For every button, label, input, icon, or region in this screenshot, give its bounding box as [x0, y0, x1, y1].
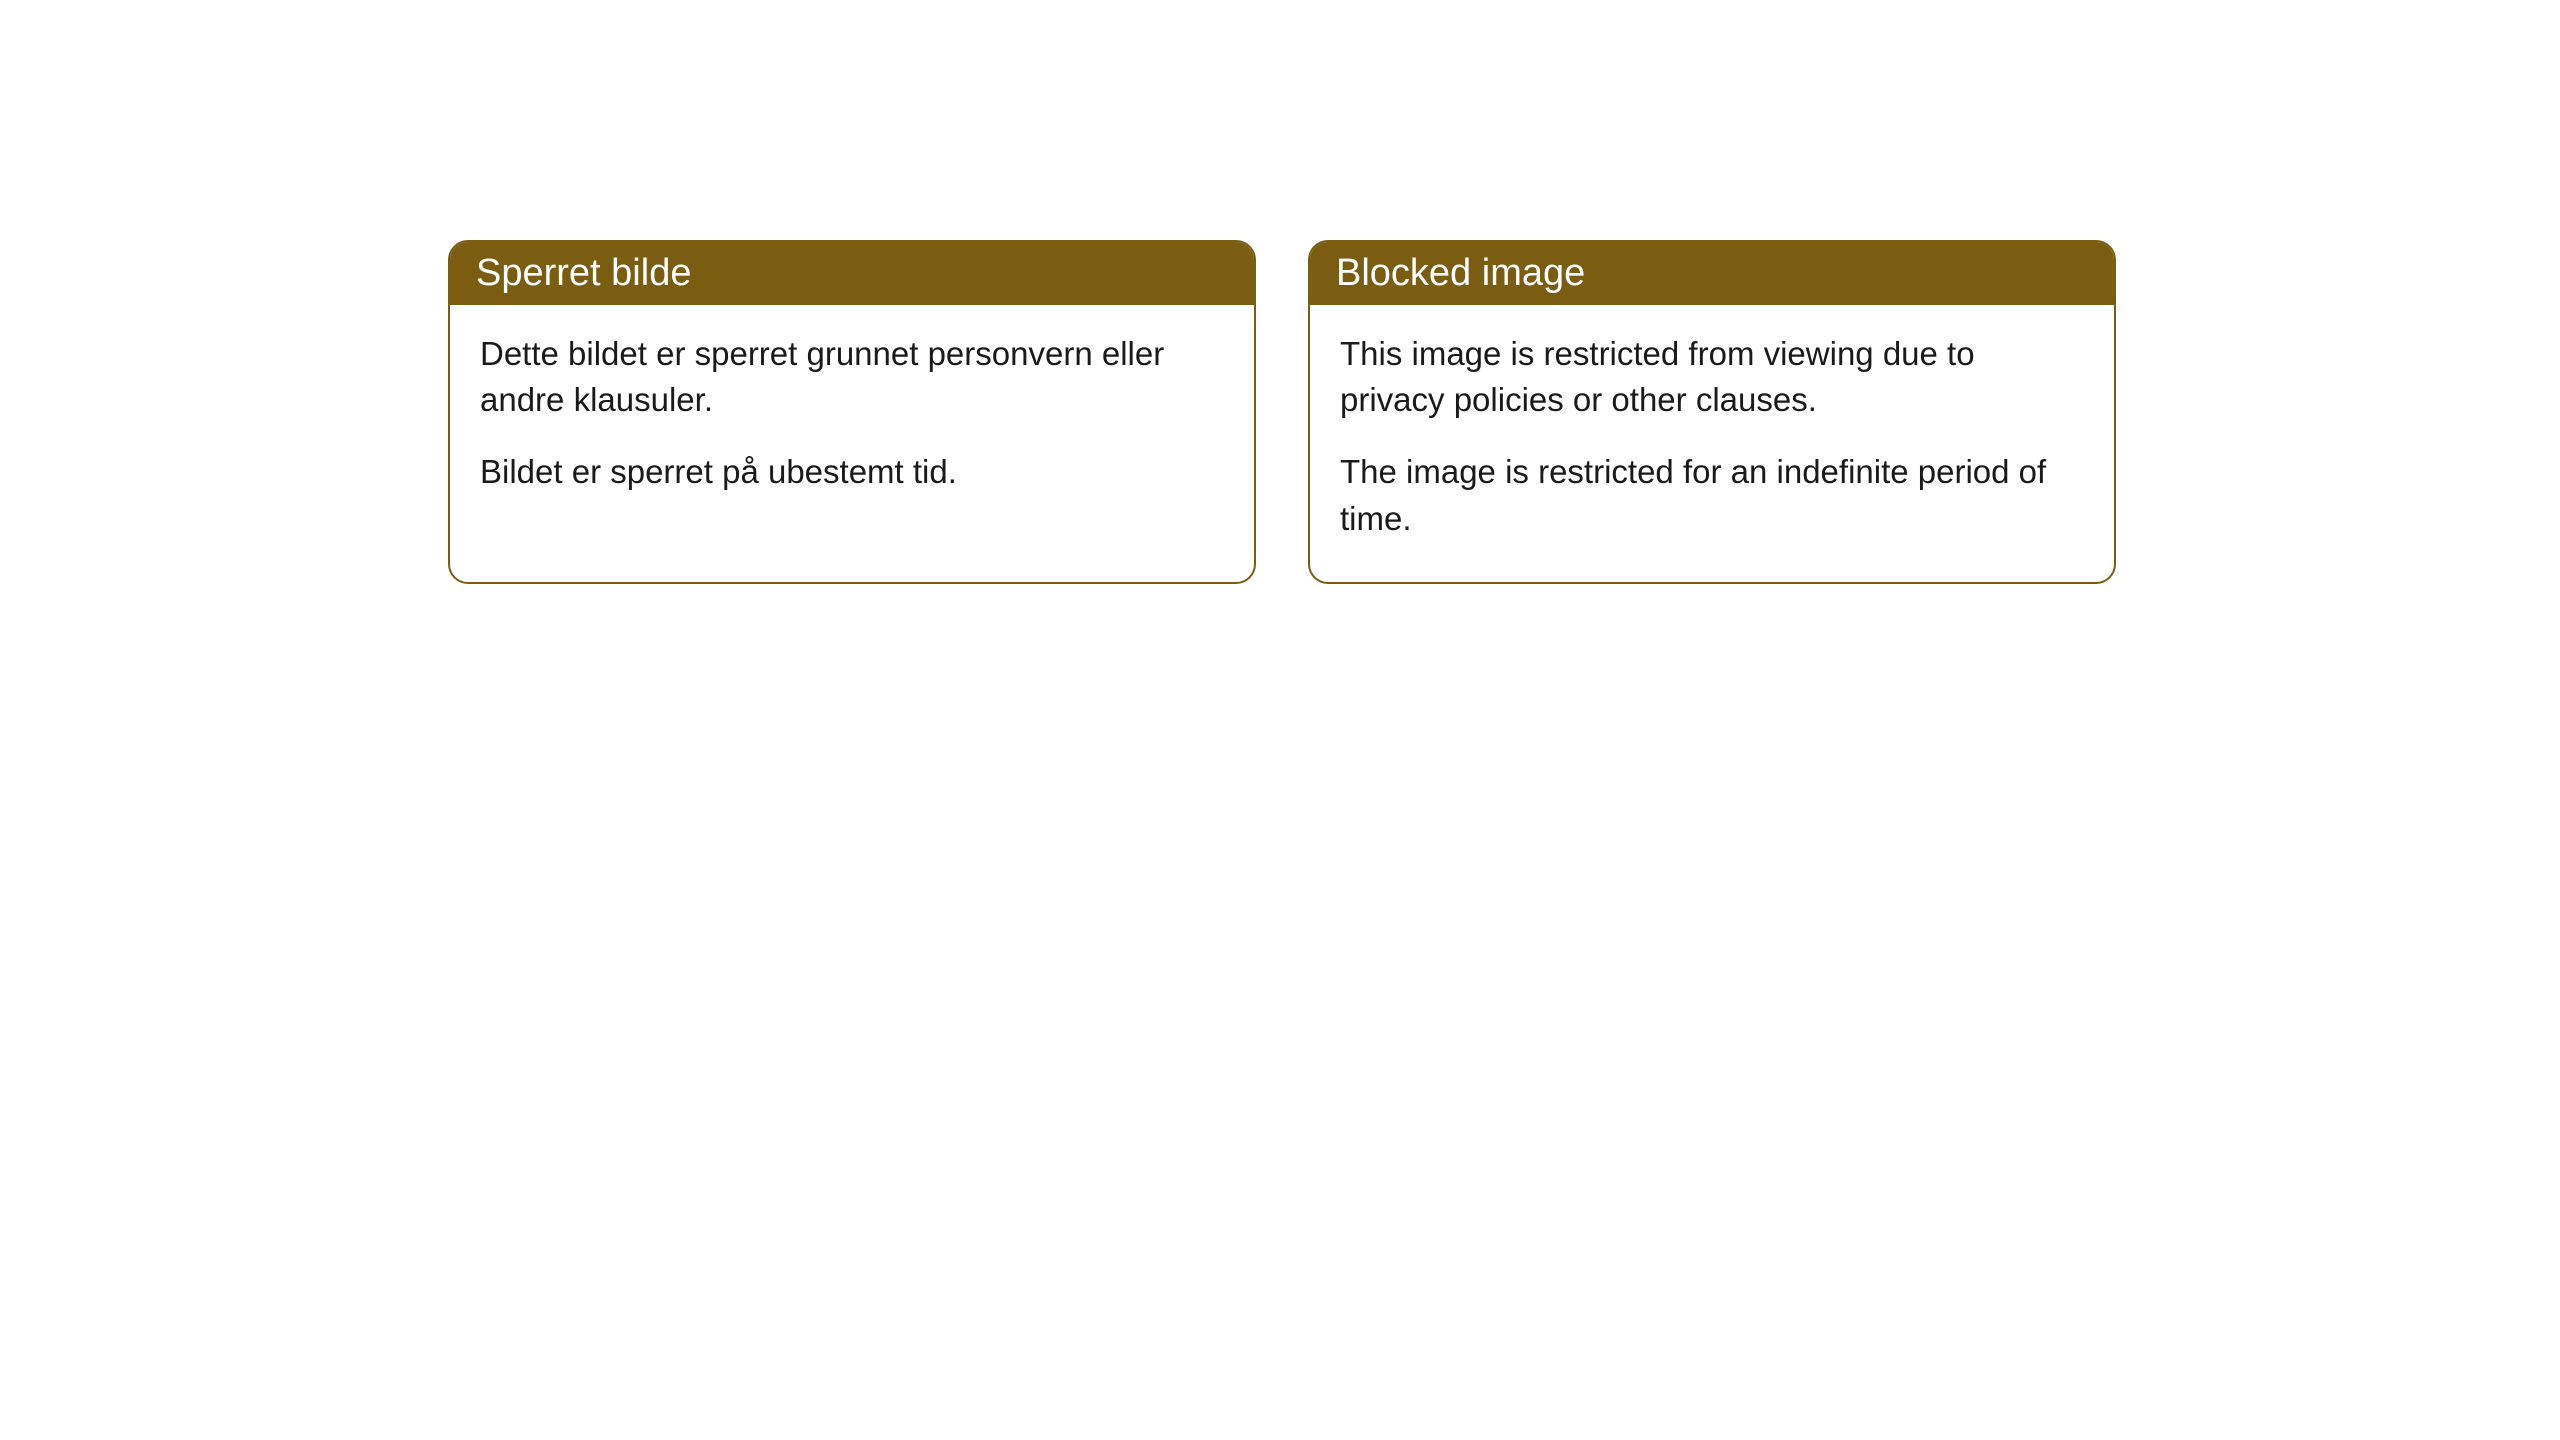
- card-paragraph: Bildet er sperret på ubestemt tid.: [480, 449, 1224, 495]
- card-paragraph: The image is restricted for an indefinit…: [1340, 449, 2084, 541]
- card-title: Sperret bilde: [476, 252, 691, 294]
- blocked-image-card-norwegian: Sperret bilde Dette bildet er sperret gr…: [448, 240, 1256, 584]
- blocked-image-card-english: Blocked image This image is restricted f…: [1308, 240, 2116, 584]
- card-body: This image is restricted from viewing du…: [1310, 305, 2114, 582]
- card-paragraph: Dette bildet er sperret grunnet personve…: [480, 331, 1224, 423]
- notice-cards-container: Sperret bilde Dette bildet er sperret gr…: [448, 240, 2560, 584]
- card-header: Sperret bilde: [450, 242, 1254, 305]
- card-header: Blocked image: [1310, 242, 2114, 305]
- card-paragraph: This image is restricted from viewing du…: [1340, 331, 2084, 423]
- card-title: Blocked image: [1336, 252, 1585, 294]
- card-body: Dette bildet er sperret grunnet personve…: [450, 305, 1254, 536]
